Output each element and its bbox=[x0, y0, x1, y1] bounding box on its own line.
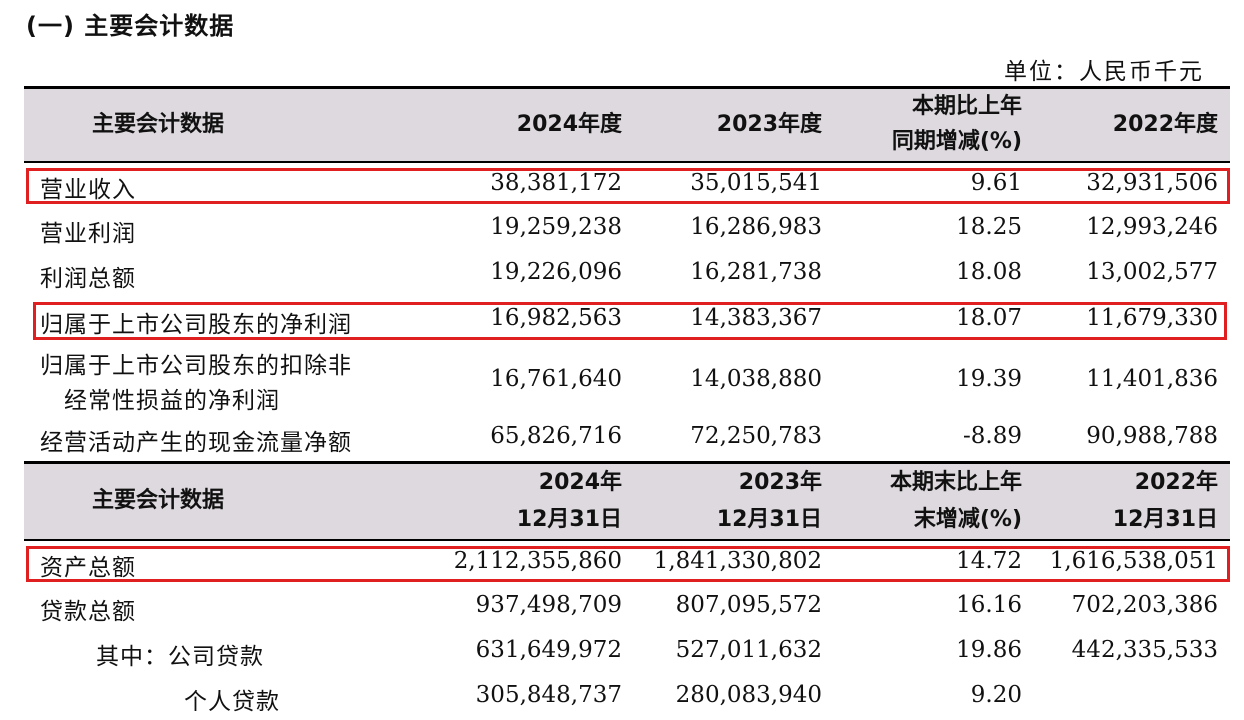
header-2-bottom-rule bbox=[24, 539, 1230, 541]
header-2-col-2024-line1: 2024年 bbox=[538, 470, 622, 495]
table-row: 归属于上市公司股东的扣除非 经常性损益的净利润 16,761,640 14,03… bbox=[24, 346, 1230, 414]
header-1-bottom-rule bbox=[24, 161, 1230, 163]
table-row: 营业收入 38,381,172 35,015,541 9.61 32,931,5… bbox=[24, 168, 1230, 206]
table-header-2 bbox=[24, 464, 1230, 539]
table-row: 其中：公司贷款 631,649,972 527,011,632 19.86 44… bbox=[24, 637, 1230, 675]
value-change: 14.72 bbox=[956, 548, 1022, 574]
header-2-col-2023-line1: 2023年 bbox=[738, 470, 822, 495]
value-2024: 19,226,096 bbox=[490, 259, 622, 285]
value-2022: 12,993,246 bbox=[1086, 214, 1218, 240]
header-2-col-2023-line2: 12月31日 bbox=[716, 507, 822, 532]
value-2024: 937,498,709 bbox=[475, 592, 622, 618]
value-2022: 442,335,533 bbox=[1071, 637, 1218, 663]
row-label: 资产总额 bbox=[40, 555, 136, 581]
value-2022: 90,988,788 bbox=[1086, 423, 1218, 449]
value-2023: 35,015,541 bbox=[690, 170, 822, 196]
value-2024: 305,848,737 bbox=[475, 682, 622, 708]
table-header-1 bbox=[24, 89, 1230, 161]
header-2-col-change-line2: 末增减(%) bbox=[913, 507, 1022, 532]
value-2023: 527,011,632 bbox=[675, 637, 822, 663]
value-change: 19.86 bbox=[956, 637, 1022, 663]
value-2023: 16,281,738 bbox=[690, 259, 822, 285]
header-2-col-change-line1: 本期末比上年 bbox=[889, 470, 1022, 495]
value-2022: 32,931,506 bbox=[1086, 170, 1218, 196]
value-2022: 13,002,577 bbox=[1086, 259, 1218, 285]
value-2022: 11,679,330 bbox=[1086, 305, 1218, 331]
value-2023: 1,841,330,802 bbox=[653, 548, 822, 574]
value-change: 19.39 bbox=[956, 366, 1022, 392]
value-2022: 702,203,386 bbox=[1071, 592, 1218, 618]
value-2024: 19,259,238 bbox=[490, 214, 622, 240]
value-change: 16.16 bbox=[956, 592, 1022, 618]
header-1-col-2024: 2024年度 bbox=[516, 112, 622, 137]
table-row: 经营活动产生的现金流量净额 65,826,716 72,250,783 -8.8… bbox=[24, 423, 1230, 461]
table-row: 贷款总额 937,498,709 807,095,572 16.16 702,2… bbox=[24, 592, 1230, 630]
row-label: 其中：公司贷款 bbox=[96, 644, 264, 670]
section-title: (一) 主要会计数据 bbox=[26, 12, 235, 40]
header-1-col-change-line1: 本期比上年 bbox=[911, 94, 1022, 119]
value-2023: 16,286,983 bbox=[690, 214, 822, 240]
row-label: 营业利润 bbox=[40, 221, 136, 247]
row-label: 营业收入 bbox=[40, 177, 136, 203]
header-2-col-label: 主要会计数据 bbox=[91, 488, 224, 513]
header-2-col-2024-line2: 12月31日 bbox=[516, 507, 622, 532]
highlight-box bbox=[26, 546, 1230, 582]
table-row: 资产总额 2,112,355,860 1,841,330,802 14.72 1… bbox=[24, 547, 1230, 585]
table-row: 个人贷款 305,848,737 280,083,940 9.20 bbox=[24, 682, 1230, 720]
value-2024: 2,112,355,860 bbox=[453, 548, 622, 574]
table-row: 利润总额 19,226,096 16,281,738 18.08 13,002,… bbox=[24, 259, 1230, 297]
value-2024: 631,649,972 bbox=[475, 637, 622, 663]
header-2-col-2022-line1: 2022年 bbox=[1134, 470, 1218, 495]
value-2023: 280,083,940 bbox=[675, 682, 822, 708]
highlight-box bbox=[33, 302, 1227, 340]
row-label-line1: 归属于上市公司股东的扣除非 bbox=[40, 353, 352, 379]
value-2023: 14,383,367 bbox=[690, 305, 822, 331]
row-label: 经营活动产生的现金流量净额 bbox=[40, 430, 352, 456]
table-row: 归属于上市公司股东的净利润 16,982,563 14,383,367 18.0… bbox=[24, 304, 1230, 342]
header-2-col-2022-line2: 12月31日 bbox=[1112, 507, 1218, 532]
table-top-rule bbox=[24, 86, 1230, 89]
header-1-col-2023: 2023年度 bbox=[716, 112, 822, 137]
row-label: 个人贷款 bbox=[184, 689, 280, 715]
value-2023: 807,095,572 bbox=[675, 592, 822, 618]
header-1-col-2022: 2022年度 bbox=[1112, 112, 1218, 137]
value-2022: 11,401,836 bbox=[1086, 366, 1218, 392]
value-2024: 65,826,716 bbox=[490, 423, 622, 449]
value-change: 18.25 bbox=[956, 214, 1022, 240]
highlight-box bbox=[26, 168, 1230, 204]
value-change: 9.20 bbox=[970, 682, 1022, 708]
value-change: 18.08 bbox=[956, 259, 1022, 285]
value-change: -8.89 bbox=[963, 423, 1022, 449]
header-2-top-rule bbox=[24, 461, 1230, 464]
header-1-col-label: 主要会计数据 bbox=[91, 112, 224, 137]
row-label: 利润总额 bbox=[40, 266, 136, 292]
value-2022: 1,616,538,051 bbox=[1049, 548, 1218, 574]
header-1-col-change-line2: 同期增减(%) bbox=[891, 129, 1022, 154]
table-row: 营业利润 19,259,238 16,286,983 18.25 12,993,… bbox=[24, 214, 1230, 252]
row-label-line2: 经常性损益的净利润 bbox=[64, 388, 280, 414]
value-change: 18.07 bbox=[956, 305, 1022, 331]
value-2024: 38,381,172 bbox=[490, 170, 622, 196]
value-2023: 14,038,880 bbox=[690, 366, 822, 392]
value-2023: 72,250,783 bbox=[690, 423, 822, 449]
row-label: 贷款总额 bbox=[40, 599, 136, 625]
row-label: 归属于上市公司股东的净利润 bbox=[40, 312, 352, 338]
value-change: 9.61 bbox=[970, 170, 1022, 196]
value-2024: 16,982,563 bbox=[490, 305, 622, 331]
unit-note: 单位：人民币千元 bbox=[1004, 59, 1204, 85]
value-2024: 16,761,640 bbox=[490, 366, 622, 392]
